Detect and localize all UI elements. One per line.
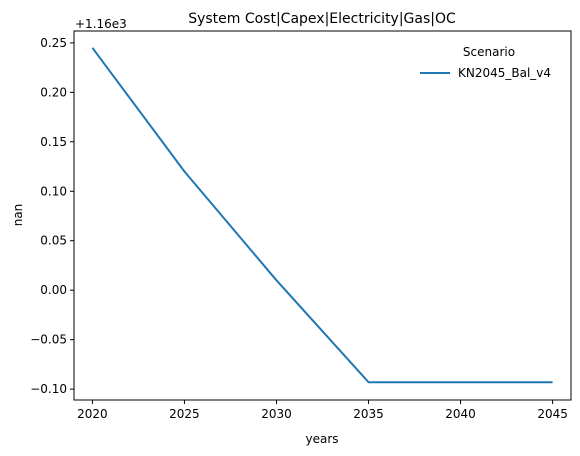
y-tick-label: −0.10: [30, 382, 67, 396]
y-tick-label: 0.10: [40, 184, 67, 198]
legend-entry-kn2045-bal-v4: KN2045_Bal_v4: [458, 66, 551, 80]
x-tick-label: 2025: [169, 407, 200, 421]
x-tick-label: 2020: [77, 407, 108, 421]
x-tick-label: 2040: [445, 407, 476, 421]
y-tick-label: 0.20: [40, 85, 67, 99]
series-layer: [91, 47, 553, 384]
y-tick-label: −0.05: [30, 333, 67, 347]
legend-title: Scenario: [463, 45, 515, 59]
y-axis: 0.25 0.20 0.15 0.10 0.05 0.00 −0.05 −0.10: [30, 36, 74, 396]
x-tick-label: 2035: [353, 407, 384, 421]
y-tick-label: 0.15: [40, 135, 67, 149]
y-tick-label: 0.00: [40, 283, 67, 297]
y-axis-label: nan: [11, 204, 25, 227]
plot-area: [73, 30, 572, 401]
y-tick-label: 0.05: [40, 234, 67, 248]
y-tick-label: 0.25: [40, 36, 67, 50]
legend: Scenario KN2045_Bal_v4: [420, 45, 551, 80]
y-offset-label: +1.16e3: [75, 17, 127, 31]
series-line-kn2045-bal-v4: [91, 47, 553, 384]
x-axis: 2020 2025 2030 2035 2040 2045: [77, 400, 568, 421]
x-axis-label: years: [305, 432, 338, 446]
x-tick-label: 2030: [261, 407, 292, 421]
x-tick-label: 2045: [537, 407, 568, 421]
chart-title: System Cost|Capex|Electricity|Gas|OC: [188, 11, 456, 27]
